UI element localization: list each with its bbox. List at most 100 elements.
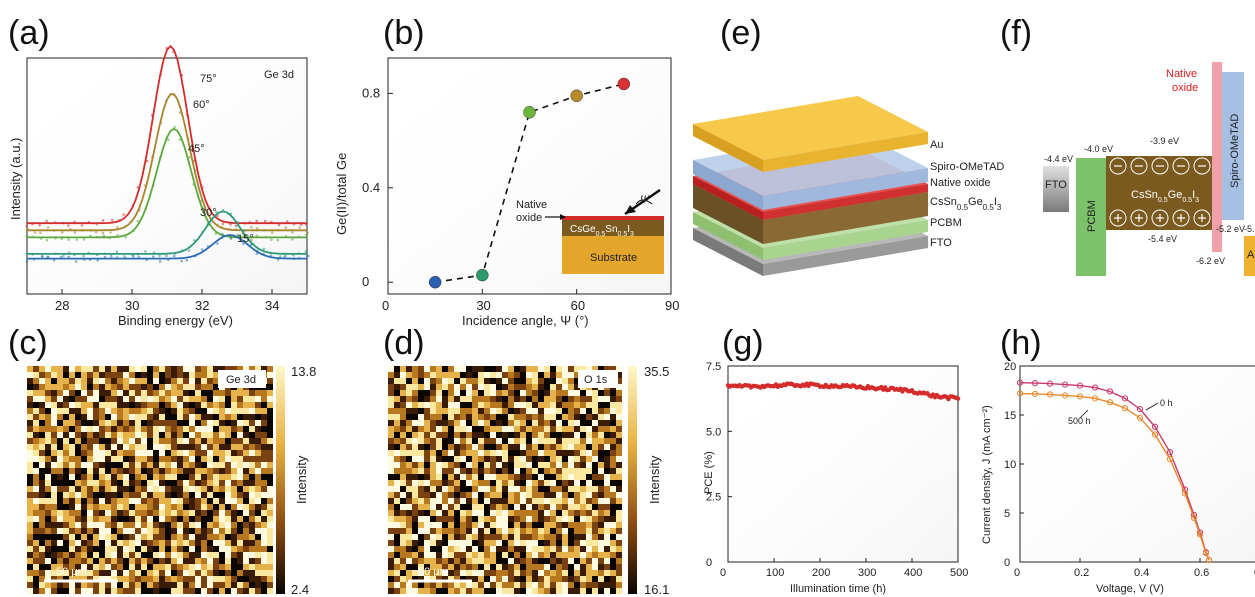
map-pixel xyxy=(111,450,117,456)
map-pixel xyxy=(27,402,33,408)
map-pixel xyxy=(57,408,63,414)
map-pixel xyxy=(490,540,496,546)
map-pixel xyxy=(454,486,460,492)
map-pixel xyxy=(550,432,556,438)
map-pixel xyxy=(418,438,424,444)
map-pixel xyxy=(225,564,231,570)
map-pixel xyxy=(75,498,81,504)
panel-a-data-point xyxy=(67,224,70,227)
map-pixel xyxy=(418,528,424,534)
map-pixel xyxy=(219,516,225,522)
map-pixel xyxy=(39,420,45,426)
map-pixel xyxy=(267,504,273,510)
map-pixel xyxy=(219,438,225,444)
map-pixel xyxy=(207,438,213,444)
map-pixel xyxy=(394,558,400,564)
map-pixel xyxy=(213,570,219,576)
panel-a-data-point xyxy=(74,260,78,263)
map-pixel xyxy=(45,540,51,546)
map-pixel xyxy=(454,414,460,420)
map-pixel xyxy=(255,570,261,576)
map-pixel xyxy=(604,492,610,498)
map-pixel xyxy=(123,534,129,540)
map-pixel xyxy=(568,450,574,456)
map-pixel xyxy=(562,474,568,480)
map-pixel xyxy=(592,498,598,504)
map-pixel xyxy=(27,498,33,504)
map-pixel xyxy=(496,492,502,498)
map-pixel xyxy=(99,516,105,522)
map-pixel xyxy=(153,420,159,426)
map-pixel xyxy=(33,552,39,558)
map-pixel xyxy=(532,522,538,528)
map-pixel xyxy=(99,462,105,468)
map-pixel xyxy=(111,558,117,564)
panel-h-data-point xyxy=(1205,556,1213,564)
map-pixel xyxy=(159,576,165,582)
map-pixel xyxy=(255,390,261,396)
map-pixel xyxy=(39,426,45,432)
map-pixel xyxy=(520,552,526,558)
map-pixel xyxy=(394,528,400,534)
map-pixel xyxy=(225,414,231,420)
map-pixel xyxy=(141,414,147,420)
map-pixel xyxy=(616,504,622,510)
panel-h-ytick-label: 0 xyxy=(1004,557,1010,569)
map-pixel xyxy=(201,378,207,384)
map-pixel xyxy=(520,462,526,468)
map-pixel xyxy=(454,420,460,426)
map-pixel xyxy=(63,564,69,570)
map-pixel xyxy=(568,558,574,564)
map-pixel xyxy=(141,450,147,456)
map-pixel xyxy=(616,522,622,528)
map-pixel xyxy=(231,552,237,558)
panel-a-data-point xyxy=(298,226,301,229)
map-pixel xyxy=(45,396,51,402)
map-pixel xyxy=(261,540,267,546)
map-pixel xyxy=(520,432,526,438)
map-pixel xyxy=(219,414,225,420)
map-pixel xyxy=(69,366,75,372)
map-pixel xyxy=(249,576,255,582)
map-pixel xyxy=(195,426,201,432)
map-pixel xyxy=(454,474,460,480)
map-pixel xyxy=(526,552,532,558)
hole-icon xyxy=(1172,209,1190,227)
map-pixel xyxy=(448,516,454,522)
panel-a-data-point xyxy=(234,224,238,228)
map-pixel xyxy=(568,552,574,558)
map-pixel xyxy=(448,384,454,390)
map-pixel xyxy=(141,582,147,588)
map-pixel xyxy=(117,540,123,546)
map-pixel xyxy=(189,474,195,480)
panel-d-cb-min: 16.1 xyxy=(644,582,669,597)
map-pixel xyxy=(135,480,141,486)
map-pixel xyxy=(57,564,63,570)
map-pixel xyxy=(117,456,123,462)
map-pixel xyxy=(177,552,183,558)
map-pixel xyxy=(267,414,273,420)
map-pixel xyxy=(436,432,442,438)
map-pixel xyxy=(39,588,45,594)
map-pixel xyxy=(201,480,207,486)
map-pixel xyxy=(520,498,526,504)
map-pixel xyxy=(39,402,45,408)
map-pixel xyxy=(261,390,267,396)
map-pixel xyxy=(159,414,165,420)
map-pixel xyxy=(526,366,532,372)
map-pixel xyxy=(165,570,171,576)
map-pixel xyxy=(267,426,273,432)
map-pixel xyxy=(171,444,177,450)
map-pixel xyxy=(412,390,418,396)
map-pixel xyxy=(237,492,243,498)
map-pixel xyxy=(51,444,57,450)
map-pixel xyxy=(129,492,135,498)
map-pixel xyxy=(207,546,213,552)
map-pixel xyxy=(249,552,255,558)
map-pixel xyxy=(27,468,33,474)
map-pixel xyxy=(195,540,201,546)
map-pixel xyxy=(153,468,159,474)
map-pixel xyxy=(442,438,448,444)
map-pixel xyxy=(75,450,81,456)
map-pixel xyxy=(454,438,460,444)
